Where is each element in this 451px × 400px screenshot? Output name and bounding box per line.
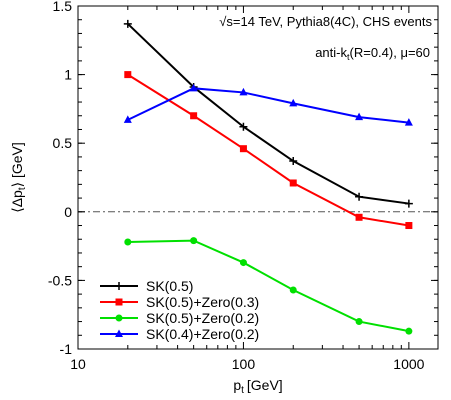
data-point [405,222,413,230]
ticks-layer: -1 -0.5 0 0.5 1 1.5 10 100 1000 [48,0,438,372]
data-point [355,318,363,326]
series-layer [123,19,413,335]
data-point [189,83,198,92]
legend-entry: SK(0.5) [100,278,193,294]
x-tick-label: 100 [232,356,256,372]
y-axis-label: ⟨Δpt⟩ [GeV] [9,142,28,213]
data-point [239,145,247,153]
legend: SK(0.5)SK(0.5)+Zero(0.3)SK(0.5)+Zero(0.2… [100,278,259,342]
x-tick-label: 10 [70,356,86,372]
annotation-algorithm-sub: t [347,52,350,62]
data-point [239,259,247,267]
y-axis-label-open: ⟨Δp [9,190,25,213]
data-point [239,87,248,96]
y-tick-label: -0.5 [48,272,72,288]
data-point [239,122,248,131]
legend-label: SK(0.5) [146,278,193,294]
data-point [124,238,132,246]
data-point [404,199,413,208]
plot-frame [77,5,439,350]
x-axis-label-unit: [GeV] [247,377,283,393]
y-tick-label: 1.5 [53,0,73,14]
x-axis-label-sub: t [241,385,244,396]
data-point [289,179,297,187]
legend-swatch-marker [115,282,123,290]
data-point [289,286,297,294]
series-line [127,23,410,205]
annotation-algorithm-main: anti-k [315,45,347,60]
series-3 [124,237,413,335]
x-tick-label: 1000 [393,356,424,372]
annotation-algorithm-rest: (R=0.4), μ=60 [350,45,430,60]
data-point [289,98,298,107]
series-line [127,239,410,333]
data-point [190,237,198,245]
data-point [123,19,132,28]
y-tick-label: -1 [60,341,73,357]
series-line [127,73,410,227]
y-tick-label: 1 [64,67,72,83]
x-axis-label: pt [GeV] [233,377,282,396]
data-point [355,112,364,121]
legend-swatch-marker [115,329,123,337]
legend-entry: SK(0.5)+Zero(0.3) [100,294,259,310]
y-axis-label-close: ⟩ [GeV] [9,142,25,187]
legend-entry: SK(0.5)+Zero(0.2) [100,310,259,326]
data-point [124,71,132,79]
series-4 [123,83,413,126]
data-point [289,157,298,166]
data-point [355,192,364,201]
data-point [405,327,413,335]
y-tick-label: 0.5 [53,135,73,151]
legend-swatch-marker [115,298,123,306]
series-line [127,87,409,124]
legend-label: SK(0.5)+Zero(0.2) [146,310,259,326]
legend-label: SK(0.5)+Zero(0.3) [146,294,259,310]
data-point [190,112,198,120]
legend-entry: SK(0.4)+Zero(0.2) [100,326,259,342]
series-2 [124,71,413,230]
y-axis-label-sub: t [17,187,28,190]
data-point [123,115,132,123]
annotation-algorithm: anti-kt(R=0.4), μ=60 [315,45,430,62]
data-point [355,213,363,221]
x-axis-label-main: p [233,377,241,393]
legend-swatch-marker [115,314,123,322]
legend-label: SK(0.4)+Zero(0.2) [146,326,259,342]
annotation-energy: √s=14 TeV, Pythia8(4C), CHS events [219,14,432,29]
data-point [404,118,413,126]
y-tick-label: 0 [64,204,72,220]
